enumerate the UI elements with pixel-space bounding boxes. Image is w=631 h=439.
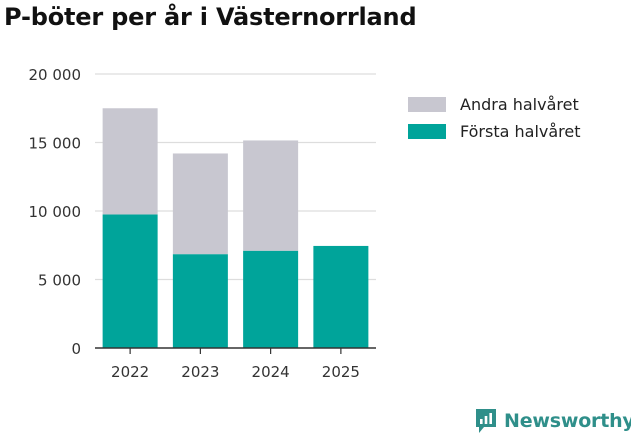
legend-item-andra-halvaret[interactable]: Andra halvåret	[408, 91, 581, 118]
bar-forsta-halvaret-2022[interactable]	[102, 214, 158, 348]
y-tick-label: 0	[71, 340, 81, 358]
bar-forsta-halvaret-2024[interactable]	[243, 250, 299, 348]
brand-name: Newsworthy	[504, 410, 631, 432]
legend-label-andra-halvaret: Andra halvåret	[460, 95, 579, 114]
y-tick-label: 15 000	[29, 135, 82, 153]
y-tick-label: 5 000	[38, 272, 81, 290]
legend-swatch-andra-halvaret	[408, 97, 446, 112]
legend-item-forsta-halvaret[interactable]: Första halvåret	[408, 118, 581, 145]
x-tick-label: 2024	[252, 363, 290, 381]
y-tick-label: 20 000	[29, 66, 82, 84]
bar-forsta-halvaret-2023[interactable]	[172, 254, 228, 348]
x-tick-label: 2023	[181, 363, 219, 381]
bar-andra-halvaret-2023[interactable]	[172, 153, 228, 255]
newsworthy-logo[interactable]: Newsworthy	[474, 407, 631, 435]
chart-title: P-böter per år i Västernorrland	[4, 3, 417, 31]
x-tick-label: 2022	[111, 363, 149, 381]
legend: Andra halvåret Första halvåret	[408, 91, 581, 145]
legend-swatch-forsta-halvaret	[408, 124, 446, 139]
bar-andra-halvaret-2022[interactable]	[102, 108, 158, 215]
legend-label-forsta-halvaret: Första halvåret	[460, 122, 581, 141]
bar-andra-halvaret-2024[interactable]	[243, 140, 299, 251]
bar-forsta-halvaret-2025[interactable]	[313, 245, 369, 348]
y-tick-label: 10 000	[29, 203, 82, 221]
x-tick-label: 2025	[322, 363, 360, 381]
newsworthy-logo-icon	[476, 409, 496, 433]
